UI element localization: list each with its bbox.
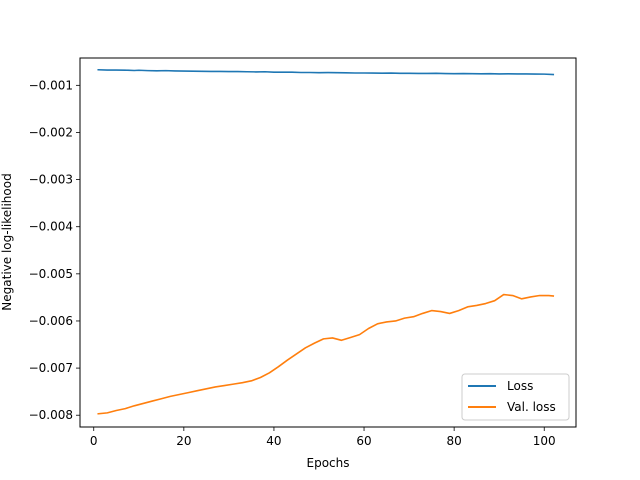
y-tick-label: −0.002 <box>29 125 73 139</box>
y-tick-label: −0.003 <box>29 173 73 187</box>
x-tick-label: 40 <box>266 434 281 448</box>
y-tick-label: −0.005 <box>29 267 73 281</box>
series-line-val-loss <box>97 293 555 415</box>
legend: Loss Val. loss <box>461 373 570 421</box>
x-tick-label: 100 <box>533 434 556 448</box>
x-tick-label: 80 <box>446 434 461 448</box>
y-axis: −0.008 −0.007 −0.006 −0.005 −0.004 −0.003 −0.0… <box>29 78 80 422</box>
x-tick-label: 20 <box>176 434 191 448</box>
y-tick-label: −0.006 <box>29 314 73 328</box>
y-axis-label: Negative log-likelihood <box>0 173 14 310</box>
legend-label-val-loss: Val. loss <box>507 400 556 414</box>
y-tick-label: −0.008 <box>29 408 73 422</box>
y-tick-label: −0.007 <box>29 361 73 375</box>
series-line-loss <box>97 68 555 76</box>
y-tick-label: −0.001 <box>29 78 73 92</box>
x-tick-label: 0 <box>90 434 98 448</box>
x-axis-label: Epochs <box>307 456 350 470</box>
legend-label-loss: Loss <box>507 379 533 393</box>
y-tick-label: −0.004 <box>29 220 73 234</box>
series-layer <box>97 68 555 415</box>
plot-frame <box>79 57 577 428</box>
x-axis: 0 20 40 60 80 100 <box>90 427 556 448</box>
x-tick-label: 60 <box>356 434 371 448</box>
